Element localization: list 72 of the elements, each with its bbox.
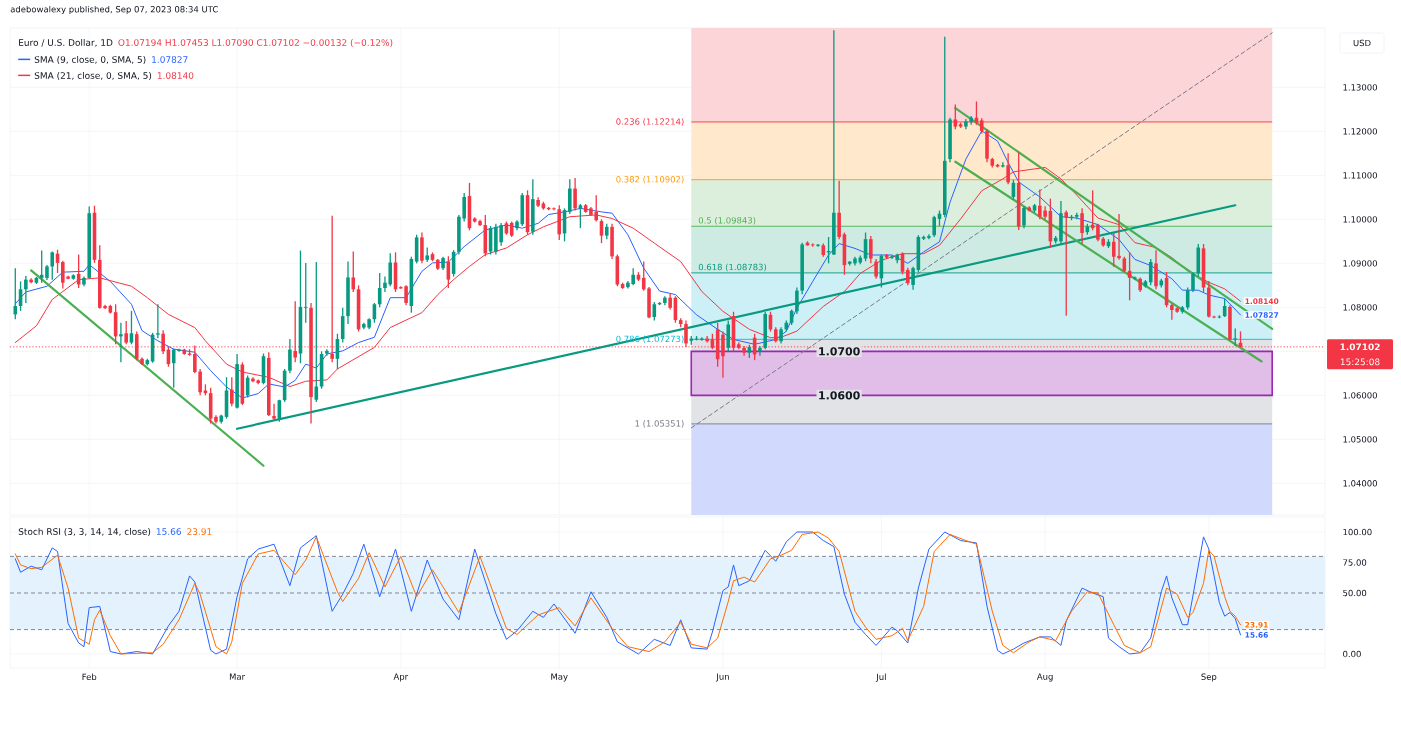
ref-line-label: 1.07102	[1340, 343, 1380, 351]
text: 23.91	[187, 528, 212, 535]
candlestick	[1080, 207, 1084, 245]
y-tick-label: 1.10000	[1343, 216, 1377, 223]
x-tick-label: Jun	[715, 673, 729, 682]
text: Stoch RSI (3, 3, 14, 14, close)	[18, 528, 151, 536]
candlestick	[13, 267, 18, 320]
text: 15:25:08	[1340, 358, 1380, 366]
candlestick	[272, 403, 276, 421]
y-tick-label: 75.00	[1343, 559, 1367, 566]
annotation: 1.0600	[819, 391, 860, 400]
candlestick	[129, 310, 134, 345]
candlestick	[293, 300, 297, 363]
candlestick	[932, 215, 936, 238]
y-tick-label: 1.08000	[1343, 304, 1377, 311]
candlestick	[340, 307, 345, 344]
candlestick	[288, 338, 292, 374]
y-tick-label: 100.00	[1343, 528, 1372, 536]
candlestick	[420, 231, 424, 265]
y-axis-title: USD	[1353, 39, 1371, 47]
candlestick	[573, 177, 577, 212]
candlestick	[758, 345, 762, 357]
candlestick	[230, 376, 234, 407]
y-tick-label: 1.04000	[1343, 480, 1377, 487]
text: 15.66	[156, 528, 181, 535]
candlestick	[1154, 249, 1158, 290]
candlestick	[726, 319, 731, 352]
candlestick	[156, 303, 160, 339]
x-tick-label: Mar	[229, 673, 246, 680]
candlestick	[303, 262, 308, 324]
ref-line-label: 1 (1.05351)	[635, 420, 684, 428]
candlestick	[1064, 209, 1069, 317]
x-tick-label: Feb	[82, 673, 97, 681]
text: 1.07827	[152, 56, 188, 63]
ref-line-label: 0.618 (1.08783)	[698, 263, 767, 272]
annotation: 1.0700	[819, 347, 860, 356]
candlestick	[568, 178, 572, 215]
candlestick	[815, 243, 821, 248]
text: O1.07194 H1.07453 L1.07090 C1.07102 −0.00132 (−0.12%)	[118, 38, 393, 47]
legend-label: SMA (21, close, 0, SMA, 5)	[34, 71, 152, 80]
candlestick	[927, 233, 931, 240]
x-tick-label: Jul	[875, 673, 886, 682]
candlestick	[124, 320, 128, 345]
candlestick	[198, 368, 202, 396]
candlestick	[24, 275, 28, 304]
x-tick-label: Aug	[1036, 673, 1053, 682]
y-tick-label: 1.13000	[1343, 84, 1377, 91]
y-tick-label: 1.06000	[1343, 392, 1377, 399]
text: 1.08140	[157, 72, 194, 79]
y-tick-label: 1.12000	[1343, 128, 1377, 135]
y-tick-label: 1.09000	[1343, 260, 1377, 267]
y-tick-label: 50.00	[1343, 589, 1367, 597]
ref-line-label: 0.786 (1.07273)	[616, 335, 684, 344]
ref-line-label: 0.5 (1.09843)	[698, 217, 756, 225]
text: adebowalexy published, Sep 07, 2023 08:34 UTC	[10, 5, 218, 15]
candlestick	[874, 258, 878, 280]
x-tick-label: May	[551, 673, 568, 682]
x-tick-label: Sep	[1201, 673, 1217, 682]
y-tick-label: 1.05000	[1343, 436, 1377, 443]
ref-line-label: 0.236 (1.12214)	[616, 118, 684, 126]
candlestick	[119, 322, 123, 363]
candlestick	[1022, 205, 1026, 229]
x-tick-label: Apr	[393, 673, 409, 682]
candlestick	[351, 250, 356, 293]
y-tick-label: 0.00	[1343, 650, 1361, 658]
ref-line-label: 0.382 (1.10902)	[616, 175, 684, 184]
candlestick	[795, 286, 799, 315]
candlestick	[50, 250, 55, 281]
candlestick	[869, 235, 873, 265]
y-tick-label: 1.11000	[1343, 172, 1377, 179]
legend-label: SMA (9, close, 0, SMA, 5)	[34, 55, 146, 64]
text: Euro / U.S. Dollar, 1D	[19, 38, 113, 47]
